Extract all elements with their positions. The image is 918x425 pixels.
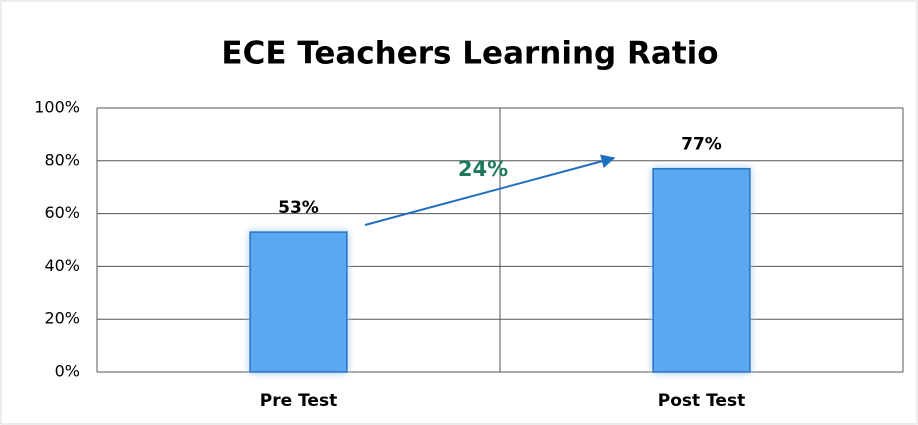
y-tick-label: 60%	[44, 203, 80, 222]
chart-title: ECE Teachers Learning Ratio	[221, 36, 718, 72]
annotation: 24%	[458, 157, 508, 181]
x-tick-label: Post Test	[658, 391, 745, 411]
y-tick-label: 80%	[44, 150, 80, 169]
y-tick-label: 40%	[44, 256, 80, 275]
change-arrow	[364, 154, 616, 226]
y-tick-label: 0%	[55, 362, 80, 381]
bar	[652, 167, 751, 373]
x-tick-label: Pre Test	[260, 391, 337, 411]
y-tick-label: 20%	[44, 309, 80, 328]
value-label: 53%	[278, 198, 319, 218]
bar	[249, 231, 348, 373]
value-label: 77%	[681, 135, 722, 155]
y-tick-label: 100%	[34, 98, 80, 117]
